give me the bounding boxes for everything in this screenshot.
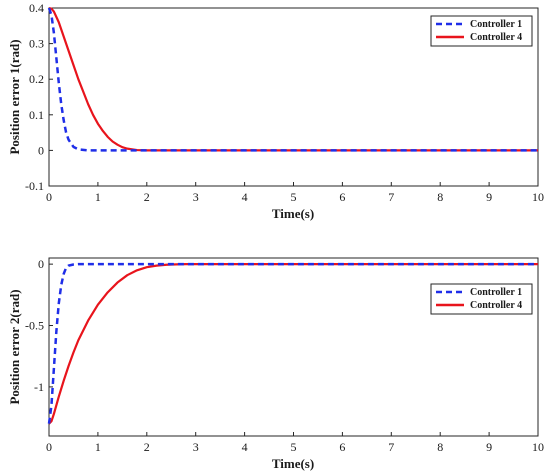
- x-axis-label-1: Time(s): [272, 206, 314, 221]
- y-axis-label-1: Position error 1(rad): [7, 39, 22, 154]
- y-tick-label: 0.2: [29, 72, 44, 86]
- y-tick-label: -0.1: [25, 179, 44, 193]
- legend-label-controller-1: Controller 1: [470, 287, 522, 298]
- chart-panel-1: 0 1 2 3 4 5 6 7 8 9 10 -0.100.10.20.30.4 Time(s) P…: [7, 1, 544, 221]
- y-axis-2: -1 -0.5 0: [25, 257, 53, 394]
- x-tick-label: 6: [339, 440, 345, 454]
- y-tick-label: 0: [38, 257, 44, 271]
- x-tick-label: 2: [144, 440, 150, 454]
- series-line-controller-1: [47, 262, 538, 424]
- x-axis-1: 0 1 2 3 4 5 6 7 8 9 10: [46, 182, 544, 204]
- chart-panel-2: 0 1 2 3 4 5 6 7 8 9 10 -1 -0.5 0 Time(s) Position er…: [7, 257, 544, 471]
- x-tick-label: 1: [95, 190, 101, 204]
- y-tick-label: 0.1: [29, 108, 44, 122]
- legend-label-controller-4: Controller 4: [470, 32, 522, 43]
- legend-box-1: [430, 15, 533, 47]
- x-tick-label: 2: [144, 190, 150, 204]
- x-tick-label: 0: [46, 440, 52, 454]
- x-tick-label: 9: [486, 440, 492, 454]
- y-tick-label: -1: [34, 380, 44, 394]
- y-axis-label-2: Position error 2(rad): [7, 289, 22, 404]
- x-tick-label: 7: [388, 190, 394, 204]
- legend-2: Controller 1 Controller 4: [430, 283, 533, 315]
- series-line-controller-4: [48, 263, 538, 425]
- y-tick-label: -0.5: [25, 319, 44, 333]
- series-line-controller-4: [48, 6, 538, 152]
- y-tick-label: 0.4: [29, 1, 44, 15]
- x-tick-label: 5: [291, 440, 297, 454]
- x-tick-label: 1: [95, 440, 101, 454]
- legend-1: Controller 1 Controller 4: [430, 15, 533, 47]
- x-tick-label: 7: [388, 440, 394, 454]
- x-tick-label: 3: [193, 190, 199, 204]
- y-tick-label: 0: [38, 143, 44, 157]
- x-tick-label: 6: [339, 190, 345, 204]
- x-tick-label: 3: [193, 440, 199, 454]
- legend-label-controller-4: Controller 4: [470, 300, 522, 311]
- x-tick-label: 10: [532, 440, 544, 454]
- y-axis-1: -0.1 0 0.1 0.2 0.3 0.4: [25, 1, 53, 193]
- x-tick-label: 4: [242, 440, 248, 454]
- x-tick-label: 8: [437, 440, 443, 454]
- x-tick-label: 10: [532, 190, 544, 204]
- x-tick-label: 4: [242, 190, 248, 204]
- x-tick-label: 5: [291, 190, 297, 204]
- series-lines-2: [47, 262, 538, 425]
- x-tick-label: 8: [437, 190, 443, 204]
- legend-box-2: [430, 283, 533, 315]
- y-tick-label: 0.3: [29, 37, 44, 51]
- series-lines-1: [47, 6, 538, 152]
- x-axis-label-2: Time(s): [272, 456, 314, 471]
- x-tick-label: 9: [486, 190, 492, 204]
- legend-label-controller-1: Controller 1: [470, 19, 522, 30]
- x-tick-label: 0: [46, 190, 52, 204]
- x-axis-2: 0 1 2 3 4 5 6 7 8 9 10: [46, 432, 544, 454]
